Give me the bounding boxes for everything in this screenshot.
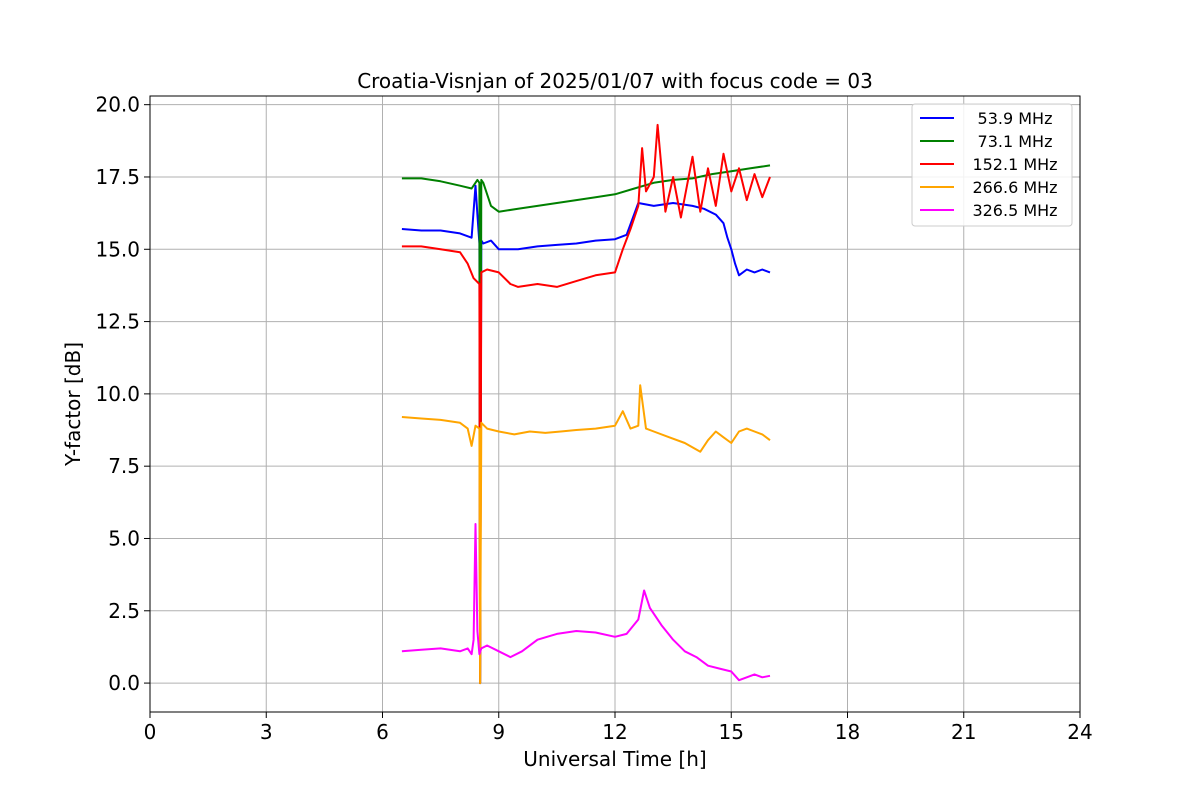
legend-label-1: 73.1 MHz (978, 132, 1053, 151)
series-line-0 (401, 184, 771, 685)
x-tick-label: 0 (144, 720, 157, 744)
series-line-2 (401, 123, 771, 685)
x-tick-label: 18 (835, 720, 860, 744)
chart-title: Croatia-Visnjan of 2025/01/07 with focus… (357, 69, 873, 93)
series-layer (401, 123, 771, 685)
series-line-3 (401, 384, 771, 685)
y-tick-label: 17.5 (95, 165, 140, 189)
y-tick-label: 15.0 (95, 237, 140, 261)
y-tick-label: 7.5 (108, 454, 140, 478)
legend-entries: 53.9 MHz 73.1 MHz 152.1 MHz 266.6 MHz 326.5 … (920, 109, 1058, 220)
x-axis-label: Universal Time [h] (523, 747, 706, 771)
legend-label-0: 53.9 MHz (978, 109, 1053, 128)
legend-label-4: 326.5 MHz (972, 201, 1057, 220)
x-tick-label: 9 (492, 720, 505, 744)
x-tick-label: 6 (376, 720, 389, 744)
legend-box (911, 103, 1073, 227)
y-tick-label: 10.0 (95, 382, 140, 406)
y-tick-label: 20.0 (95, 93, 140, 117)
legend-label-3: 266.6 MHz (972, 178, 1057, 197)
y-tick-label: 2.5 (108, 599, 140, 623)
y-tick-label: 12.5 (95, 310, 140, 334)
y-tick-label: 0.0 (108, 671, 140, 695)
x-tick-label: 3 (260, 720, 273, 744)
grid-layer (149, 96, 1081, 712)
x-tick-label: 24 (1067, 720, 1092, 744)
x-tick-label: 21 (951, 720, 976, 744)
x-tick-label: 12 (602, 720, 627, 744)
y-axis-label: Y-factor [dB] (61, 342, 85, 467)
legend: 53.9 MHz 73.1 MHz 152.1 MHz 266.6 MHz 326.5 … (911, 103, 1073, 227)
legend-label-2: 152.1 MHz (972, 155, 1057, 174)
x-tick-label: 15 (719, 720, 744, 744)
y-tick-label: 5.0 (108, 526, 140, 550)
ticks-layer: 0 3 6 9 12 15 18 21 24 0.0 2.5 5.0 7.5 10.0 12.5 15.0 17… (95, 93, 1092, 744)
series-line-4 (401, 523, 771, 682)
